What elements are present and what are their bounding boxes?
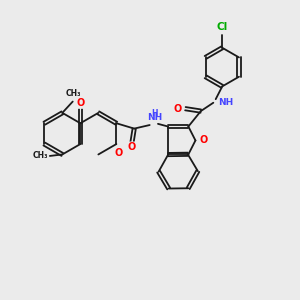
Text: NH: NH: [147, 113, 162, 122]
Text: NH: NH: [218, 98, 233, 106]
Text: O: O: [76, 98, 85, 108]
Text: Cl: Cl: [217, 22, 228, 32]
Text: O: O: [115, 148, 123, 158]
Text: O: O: [174, 104, 182, 114]
Text: CH₃: CH₃: [66, 89, 81, 98]
Text: CH₃: CH₃: [33, 152, 48, 160]
Text: O: O: [128, 142, 136, 152]
Text: H: H: [151, 109, 158, 118]
Text: O: O: [199, 135, 208, 145]
